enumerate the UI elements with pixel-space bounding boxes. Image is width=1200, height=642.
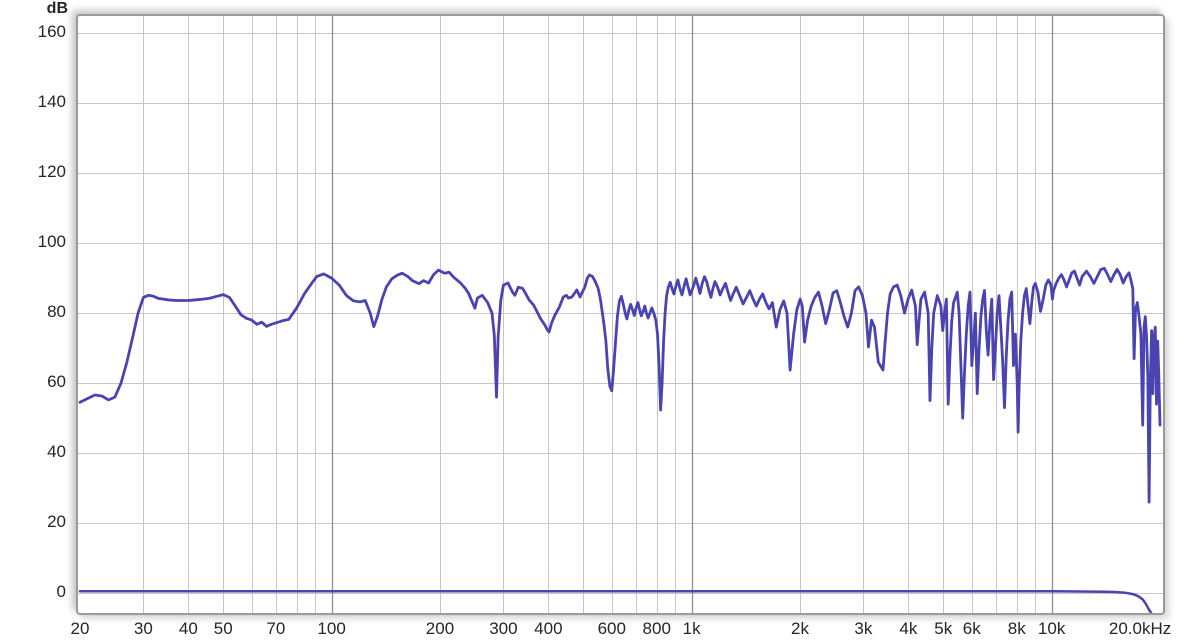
x-tick-label: 20.0kHz (1108, 619, 1172, 638)
x-tick-label: 4k (899, 619, 918, 638)
x-tick-label: 5k (934, 619, 953, 638)
x-tick-label: 2k (791, 619, 809, 638)
x-tick-label: 600 (597, 619, 626, 638)
plot-area (76, 14, 1165, 615)
x-tick-label: 800 (642, 619, 671, 638)
x-tick-label: 3k (854, 619, 873, 638)
x-tick-label: 10k (1037, 619, 1066, 638)
x-tick-label: 40 (178, 619, 198, 638)
y-tick-label: 160 (37, 22, 66, 42)
trace-measured-response (78, 266, 1162, 504)
x-tick-label: 1k (682, 619, 701, 638)
x-tick-label: 400 (534, 619, 563, 638)
x-tick-label: 300 (489, 619, 518, 638)
x-tick-label: 200 (425, 619, 455, 638)
y-tick-label: 20 (47, 512, 66, 532)
x-tick-label: 8k (1007, 619, 1026, 638)
y-tick-label: 100 (37, 232, 66, 252)
y-tick-label: 0 (56, 582, 66, 602)
y-axis-unit-label: dB (46, 0, 68, 17)
x-tick-label: 70 (266, 619, 286, 638)
x-tick-label: 100 (317, 619, 346, 638)
y-tick-label: 120 (37, 162, 66, 182)
trace-reference-baseline (78, 590, 1153, 613)
x-tick-label: 30 (133, 619, 153, 638)
y-tick-label: 140 (37, 92, 66, 112)
y-tick-label: 40 (47, 442, 66, 462)
x-tick-label: 20 (70, 619, 90, 638)
x-tick-label: 50 (213, 619, 233, 638)
plot-canvas (78, 16, 1163, 613)
y-tick-label: 80 (47, 302, 66, 322)
x-tick-label: 6k (962, 619, 981, 638)
y-tick-label: 60 (47, 372, 66, 392)
